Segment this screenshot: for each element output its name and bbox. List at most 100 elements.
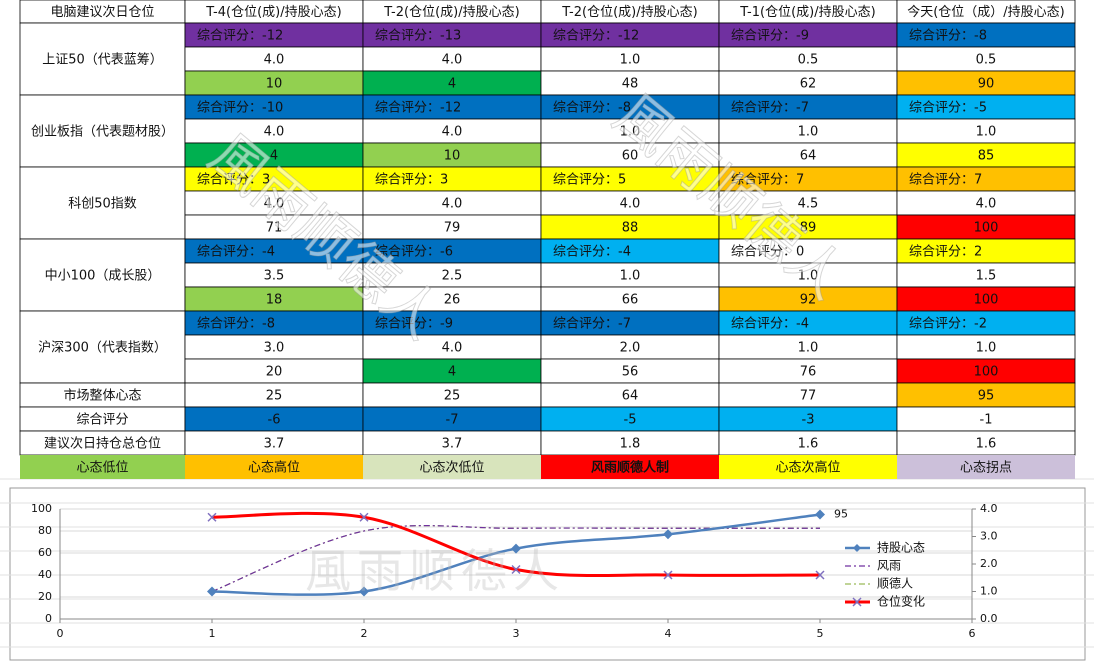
cell-text: 创业板指（代表题材股） (31, 125, 174, 140)
legend-text: 风雨顺德人制 (591, 460, 669, 476)
cell-text: 25 (266, 389, 283, 404)
cell-text: 综合评分：-6 (375, 245, 453, 260)
legend-label: 仓位变化 (877, 594, 925, 609)
cell (362, 46, 542, 72)
y-tick-label: 100 (31, 502, 52, 515)
cell-text: 综合评分：-13 (375, 29, 461, 44)
cell-text: 4.0 (620, 197, 641, 212)
cell (896, 142, 1076, 168)
cell (540, 238, 720, 264)
cell-text: 64 (800, 149, 817, 164)
cell (19, 94, 186, 168)
x-tick-label: 1 (209, 627, 216, 640)
y2-tick-label: 1.0 (980, 585, 998, 598)
cell-text: 1.0 (620, 125, 641, 140)
cell-text: 77 (800, 389, 817, 404)
cell (19, 406, 186, 432)
legend-marker (852, 597, 862, 607)
cell (718, 406, 898, 432)
cell-text: 2.5 (442, 269, 463, 284)
cell-text: 综合评分：5 (553, 173, 626, 188)
cell-text: 18 (266, 293, 283, 308)
cell (362, 406, 542, 432)
cell-text: 4.5 (798, 197, 819, 212)
cell-text: T-2(仓位(成)/持股心态) (383, 5, 519, 20)
cell-text: 20 (266, 365, 283, 380)
cell-text: 4.0 (442, 341, 463, 356)
cell (184, 406, 364, 432)
legend-label: 顺德人 (877, 576, 913, 591)
cell (718, 430, 898, 456)
legend-label: 风雨 (877, 559, 901, 573)
cell (362, 118, 542, 144)
cell (184, 70, 364, 96)
cell-text: 综合评分：0 (731, 245, 804, 260)
cell (184, 382, 364, 408)
cell-text: 3.5 (264, 269, 285, 284)
cell-text: 综合评分：-4 (553, 245, 631, 260)
cell (896, 262, 1076, 288)
cell (184, 262, 364, 288)
cell (540, 286, 720, 312)
cell-text: 0.5 (976, 53, 997, 68)
cell-text: 4 (270, 149, 278, 164)
cell-text: 综合评分：3 (197, 173, 270, 188)
cell (540, 142, 720, 168)
cell-text: 10 (444, 149, 461, 164)
cell (184, 46, 364, 72)
x-tick-label: 2 (361, 627, 368, 640)
cell (896, 406, 1076, 432)
cell-text: -5 (624, 413, 637, 428)
y2-tick-label: 0.0 (980, 612, 998, 625)
legend-cell (363, 455, 541, 479)
cell-text: 4.0 (442, 125, 463, 140)
cell-text: 建议次日持仓总仓位 (44, 436, 161, 452)
x-tick-label: 0 (57, 627, 64, 640)
cell-text: 上证50（代表蓝筹） (42, 52, 163, 68)
cell-text: 4.0 (442, 197, 463, 212)
cell-text: 48 (622, 77, 639, 92)
cell-text: 66 (622, 293, 639, 308)
marker (359, 512, 369, 522)
cell (184, 190, 364, 216)
marker (663, 570, 673, 580)
cell (362, 286, 542, 312)
marker (815, 509, 825, 520)
cell-text: 1.0 (976, 341, 997, 356)
cell (19, 310, 186, 384)
cell-text: T-2(仓位(成)/持股心态) (561, 5, 697, 20)
cell (540, 22, 720, 48)
cell (718, 334, 898, 360)
cell-text: 79 (444, 221, 461, 236)
cell (184, 214, 364, 240)
cell-text: 1.0 (798, 341, 819, 356)
cell (362, 214, 542, 240)
cell-text: 3.7 (442, 437, 463, 452)
legend-text: 心态低位 (76, 461, 128, 476)
cell (718, 238, 898, 264)
cell-text: -1 (980, 413, 993, 428)
cell-text: 71 (266, 221, 283, 236)
cell (540, 262, 720, 288)
legend-marker (853, 544, 861, 552)
marker (511, 564, 521, 575)
cell-text: 95 (978, 389, 995, 404)
cell-text: 1.5 (976, 269, 997, 284)
x-tick-label: 4 (665, 627, 672, 640)
cell-text: 100 (974, 221, 999, 236)
y2-tick-label: 3.0 (980, 530, 998, 543)
cell-text: 沪深300（代表指数） (38, 340, 167, 356)
cell-text: 综合评分：-8 (553, 101, 631, 116)
cell (540, 334, 720, 360)
cell (718, 166, 898, 192)
cell (896, 358, 1076, 384)
cell-text: 综合评分：7 (731, 173, 804, 188)
y-tick-label: 60 (38, 546, 52, 559)
cell (540, 166, 720, 192)
cell-text: 56 (622, 365, 639, 380)
cell-text: 4.0 (264, 197, 285, 212)
cell-text: 中小100（成长股） (45, 269, 161, 284)
cell (896, 310, 1076, 336)
cell (540, 430, 720, 456)
